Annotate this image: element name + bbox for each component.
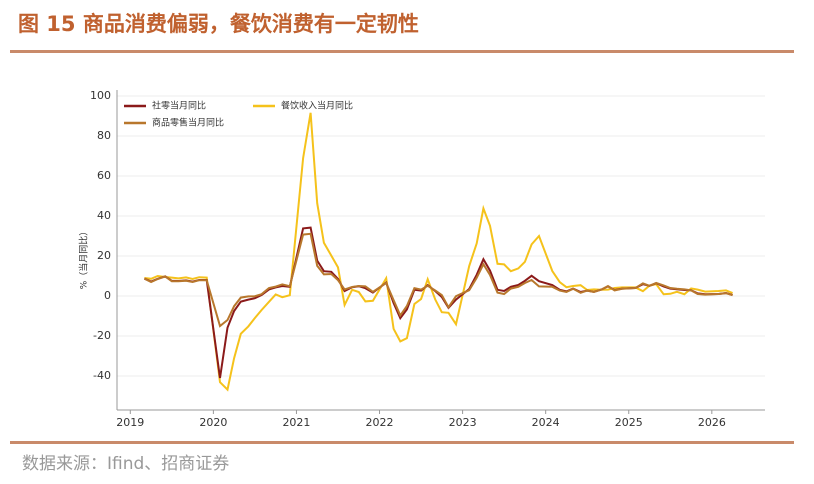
series-line — [143, 226, 733, 379]
x-tick-label: 2022 — [366, 416, 394, 429]
x-tick-label: 2024 — [532, 416, 560, 429]
y-tick-label: 0 — [104, 289, 111, 302]
x-tick-label: 2021 — [282, 416, 310, 429]
series-line — [143, 232, 733, 328]
y-tick-label: 100 — [90, 89, 111, 102]
x-tick-label: 2025 — [615, 416, 643, 429]
source-note: 数据来源：Ifind、招商证券 — [22, 454, 230, 474]
legend-label: 商品零售当月同比 — [152, 117, 224, 129]
chart: %（当月同比） -40 -20 0 20 40 60 80 100 2019 2020 2021 20… — [78, 89, 765, 429]
legend-label: 餐饮收入当月同比 — [281, 100, 353, 112]
divider — [10, 50, 794, 53]
y-tick-label: 20 — [97, 249, 111, 262]
x-tick-label: 2020 — [199, 416, 227, 429]
y-tick-label: 40 — [97, 209, 111, 222]
series-line — [144, 112, 733, 392]
legend-label: 社零当月同比 — [152, 100, 206, 112]
figure-title: 图 15 商品消费偏弱，餐饮消费有一定韧性 — [18, 12, 419, 36]
y-tick-label: 80 — [97, 129, 111, 142]
x-tick-label: 2023 — [449, 416, 477, 429]
x-tick-label: 2026 — [698, 416, 726, 429]
y-axis-label: %（当月同比） — [78, 227, 90, 290]
x-tick-label: 2019 — [116, 416, 144, 429]
y-tick-label: 60 — [97, 169, 111, 182]
y-tick-label: -40 — [93, 369, 111, 382]
y-tick-label: -20 — [93, 329, 111, 342]
divider — [10, 441, 794, 444]
